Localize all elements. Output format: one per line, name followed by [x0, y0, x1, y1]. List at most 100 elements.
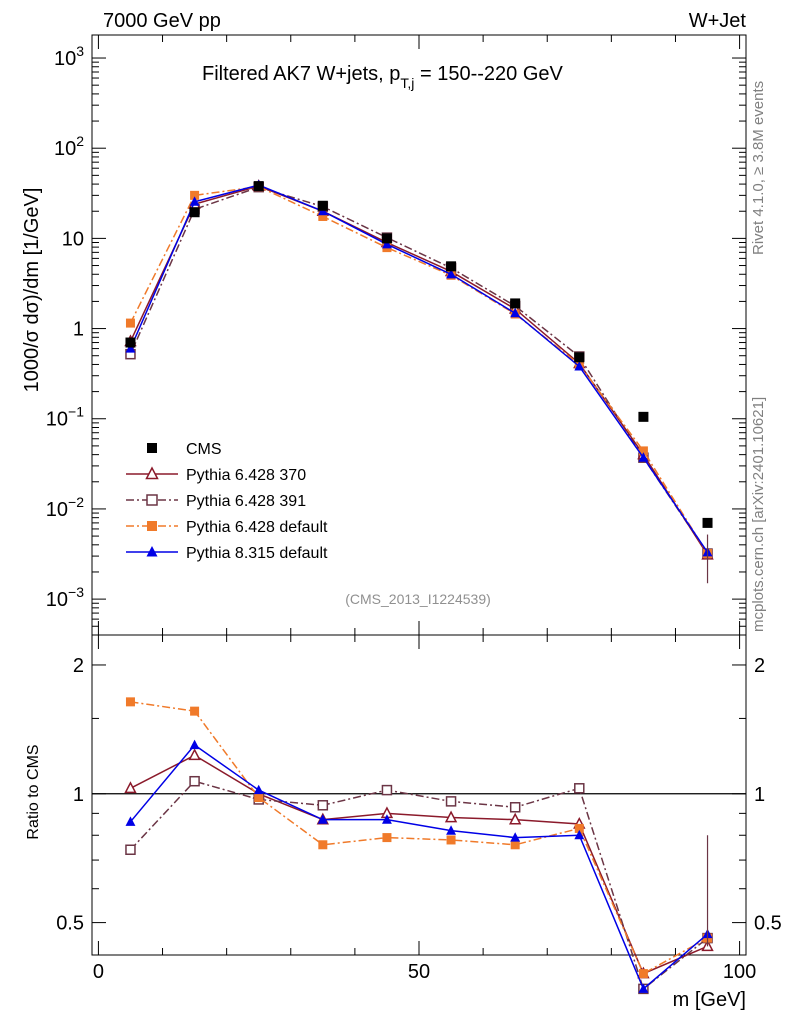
data-point-marker	[125, 844, 136, 855]
data-point-marker	[510, 840, 520, 850]
ratio-series-3	[125, 739, 713, 993]
data-point-marker	[381, 814, 392, 824]
data-point-marker	[317, 800, 329, 811]
data-point-marker	[446, 835, 456, 845]
ratio-series-line	[129, 744, 709, 991]
data-point-marker	[574, 361, 585, 371]
y-tick-label: 103	[54, 43, 84, 70]
y-tick-label: 1	[73, 319, 84, 341]
data-point-marker	[574, 829, 585, 840]
legend-label: Pythia 8.315 default	[186, 545, 328, 562]
rivet-version-label: Rivet 4.1.0, ≥ 3.8M events	[750, 81, 767, 255]
data-point-marker	[125, 318, 135, 328]
y-tick-label: 10−2	[46, 494, 84, 521]
data-point-marker	[147, 443, 157, 453]
main-series-line	[129, 185, 709, 556]
data-point-marker	[574, 823, 584, 833]
main-series-0	[125, 181, 713, 528]
main-series-4	[125, 179, 713, 557]
data-point-marker	[254, 793, 264, 803]
ratio-y-tick-label: 1	[73, 784, 84, 806]
data-point-marker	[317, 814, 328, 824]
data-point-marker	[510, 298, 521, 309]
data-point-marker	[318, 840, 328, 850]
ratio-series-layer	[124, 697, 714, 995]
data-point-marker	[381, 233, 392, 244]
data-point-marker	[189, 775, 200, 787]
plot-title-main: Filtered AK7 W+jets, p	[202, 63, 400, 85]
ratio-series-2	[125, 697, 713, 979]
data-point-marker	[145, 466, 159, 480]
plot-title-rest: = 150--220 GeV	[414, 63, 563, 85]
x-axis-label: m [GeV]	[673, 989, 746, 1011]
main-series-layer	[124, 179, 714, 584]
data-point-marker	[638, 983, 649, 993]
legend: CMS Pythia 6.428 370 Pythia 6.428 391 Pythi…	[126, 441, 328, 562]
data-point-marker	[188, 748, 201, 761]
y-tick-label: 10	[62, 228, 84, 250]
data-point-marker	[446, 261, 457, 272]
data-point-marker	[446, 825, 457, 835]
data-point-marker	[574, 352, 585, 363]
data-point-marker	[382, 833, 392, 843]
mcplots-label: mcplots.cern.ch [arXiv:2401.10621]	[750, 397, 767, 632]
data-point-marker	[189, 739, 200, 750]
main-y-axis-label: 1000/σ dσ)/dm [1/GeV]	[21, 188, 43, 393]
ratio-y-tick-label-right: 1	[754, 784, 765, 806]
y-tick-label: 10−1	[46, 404, 84, 431]
data-point-marker	[638, 969, 648, 979]
data-point-marker	[381, 238, 392, 249]
y-tick-label: 10−3	[46, 584, 84, 611]
data-point-marker	[146, 546, 158, 557]
data-point-marker	[574, 783, 585, 794]
legend-label: Pythia 6.428 370	[186, 467, 306, 484]
data-point-marker	[124, 781, 137, 794]
data-point-marker	[510, 307, 521, 318]
x-tick-label: 0	[93, 961, 104, 983]
data-point-marker	[189, 207, 200, 218]
data-point-marker	[125, 337, 136, 348]
analysis-annotation: (CMS_2013_I1224539)	[345, 591, 491, 607]
data-point-marker	[318, 211, 328, 221]
data-point-marker	[702, 517, 713, 528]
data-point-marker	[445, 796, 457, 807]
data-point-marker	[125, 343, 136, 353]
y-tick-label: 102	[54, 133, 84, 160]
legend-label: Pythia 6.428 391	[186, 493, 306, 510]
data-point-marker	[189, 196, 200, 206]
ratio-y-tick-label-right: 0.5	[754, 913, 782, 935]
header-right-label: W+Jet	[689, 10, 747, 32]
data-point-marker	[444, 810, 458, 823]
data-point-marker	[446, 268, 457, 279]
x-tick-label: 100	[723, 961, 756, 983]
ratio-y-tick-label: 2	[73, 655, 84, 677]
data-point-marker	[638, 452, 649, 462]
ratio-series-line	[130, 701, 708, 975]
x-tick-label: 50	[408, 961, 430, 983]
data-point-marker	[508, 812, 522, 825]
ratio-y-tick-label-right: 2	[754, 655, 765, 677]
legend-label: Pythia 6.428 default	[186, 519, 328, 536]
data-point-marker	[638, 446, 648, 456]
data-point-marker	[190, 190, 200, 200]
data-point-marker	[253, 784, 264, 795]
data-point-marker	[190, 706, 200, 716]
ratio-series-line	[129, 780, 708, 991]
plot-title-subscript: T,j	[400, 75, 414, 91]
axis-ticks: 0 50 100 10−3 10−2 10−1 1 10 102 103 0.5 0.5 1 1 2 2	[46, 35, 782, 983]
data-point-marker	[146, 494, 158, 506]
data-point-marker	[509, 802, 521, 813]
ratio-y-tick-label: 0.5	[56, 913, 84, 935]
data-point-marker	[253, 181, 264, 192]
data-point-marker	[125, 697, 135, 707]
data-point-marker	[381, 784, 393, 796]
main-series-line	[129, 184, 709, 553]
data-point-marker	[147, 521, 157, 531]
ratio-series-line	[130, 754, 708, 975]
legend-label: CMS	[186, 441, 222, 458]
data-point-marker	[317, 200, 328, 211]
header-left-label: 7000 GeV pp	[103, 10, 221, 32]
data-point-marker	[510, 832, 521, 842]
ratio-y-axis-label: Ratio to CMS	[25, 744, 42, 839]
